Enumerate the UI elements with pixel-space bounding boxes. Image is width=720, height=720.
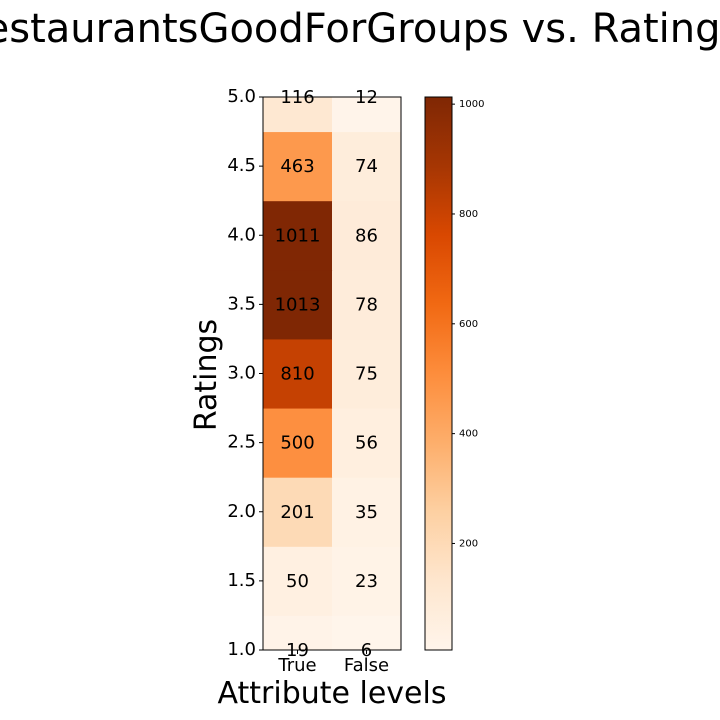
x-axis-ticks: True False [277, 650, 389, 676]
heatmap-cell [263, 408, 333, 478]
cell-value-label: 78 [355, 294, 378, 315]
heatmap-cell [263, 477, 333, 547]
cell-value-label: 500 [280, 433, 314, 454]
heatmap-cell [263, 615, 333, 651]
cell-value-label: 810 [280, 364, 314, 385]
colorbar-tick-label: 200 [459, 538, 478, 549]
heatmap-cell [332, 131, 402, 202]
colorbar-tick-label: 800 [459, 209, 478, 220]
y-tick-label: 3.5 [227, 293, 256, 314]
y-tick-label: 1.0 [227, 639, 256, 660]
heatmap-cell [263, 131, 333, 202]
y-tick-label: 2.5 [227, 432, 256, 453]
heatmap-cell [332, 615, 402, 651]
y-tick-label: 1.5 [227, 570, 256, 591]
y-tick-label: 2.0 [227, 501, 256, 522]
heatmap-cell [332, 338, 402, 409]
cell-value-label: 86 [355, 225, 378, 246]
y-axis-label: Ratings [189, 319, 224, 431]
y-tick-label: 5.0 [227, 86, 256, 107]
cell-value-label: 201 [280, 502, 314, 523]
colorbar-tick-label: 400 [459, 429, 478, 440]
heatmap-cell [263, 546, 333, 616]
cell-value-label: 23 [355, 571, 378, 592]
cell-value-label: 463 [280, 156, 314, 177]
heatmap-cell [263, 200, 333, 271]
heatmap-cell [332, 200, 402, 271]
cell-value-label: 35 [355, 502, 378, 523]
heatmap-cells [263, 97, 402, 651]
cell-value-label: 1011 [275, 225, 321, 246]
heatmap-cell [263, 97, 333, 133]
cell-value-label: 56 [355, 433, 378, 454]
heatmap-cell [332, 408, 402, 478]
heatmap-cell [263, 338, 333, 409]
y-axis-ticks: 1.0 1.5 2.0 2.5 3.0 3.5 4.0 4.5 5.0 [227, 86, 263, 660]
heatmap-cell [332, 546, 402, 616]
heatmap-cell [263, 269, 333, 340]
colorbar [424, 96, 453, 651]
colorbar-ticks: 200 400 600 800 1000 [452, 99, 484, 549]
x-tick-label: False [344, 655, 389, 676]
x-tick-label: True [277, 655, 316, 676]
y-tick-label: 3.0 [227, 363, 256, 384]
cell-value-label: 50 [286, 571, 309, 592]
y-tick-label: 4.5 [227, 155, 256, 176]
heatmap-cell [332, 269, 402, 340]
chart-title: RestaurantsGoodForGroups vs. Ratings [0, 6, 720, 52]
x-axis-label: Attribute levels [218, 676, 447, 711]
y-tick-label: 4.0 [227, 224, 256, 245]
colorbar-tick-label: 600 [459, 319, 478, 330]
cell-value-label: 74 [355, 156, 378, 177]
cell-value-label: 75 [355, 364, 378, 385]
cell-value-label: 1013 [275, 294, 321, 315]
heatmap-cell [332, 477, 402, 547]
heatmap-cell [332, 97, 402, 133]
colorbar-tick-label: 1000 [459, 99, 484, 110]
